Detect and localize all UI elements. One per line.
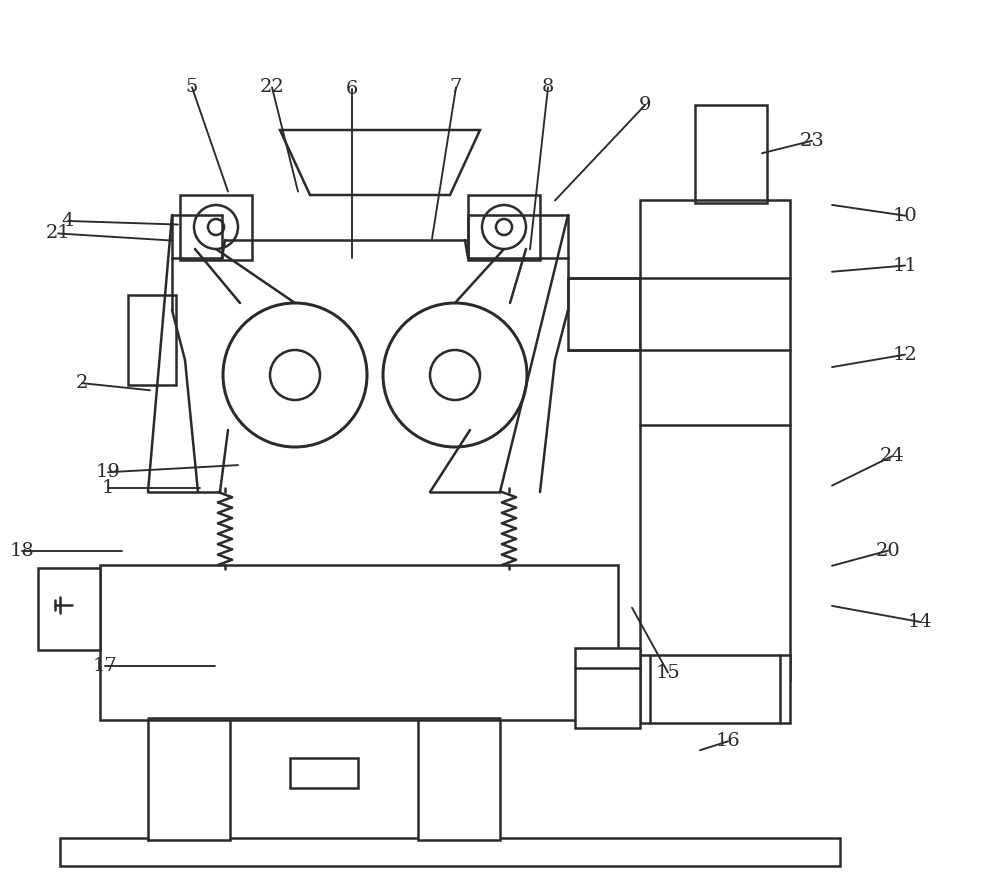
Bar	[418, 718, 500, 840]
Bar	[640, 655, 790, 723]
Polygon shape	[280, 130, 480, 195]
Text: 22: 22	[260, 78, 284, 96]
Text: 16: 16	[716, 732, 740, 750]
Text: 9: 9	[639, 96, 651, 114]
Text: 20: 20	[876, 542, 900, 560]
Bar	[695, 105, 767, 203]
Text: 8: 8	[542, 78, 554, 96]
Bar	[128, 295, 176, 385]
Text: 5: 5	[186, 78, 198, 96]
Text: 2: 2	[76, 374, 88, 392]
Bar	[60, 838, 840, 866]
Text: 10: 10	[893, 207, 917, 225]
Bar	[568, 278, 640, 350]
Bar	[100, 565, 618, 720]
Text: 12: 12	[893, 346, 917, 364]
Bar	[468, 195, 540, 260]
Text: 23: 23	[800, 132, 824, 150]
Text: 14: 14	[908, 613, 932, 631]
Text: 24: 24	[880, 447, 904, 465]
Text: 21: 21	[46, 225, 70, 242]
Text: 19: 19	[96, 463, 120, 481]
Text: 15: 15	[656, 664, 680, 682]
Bar	[290, 758, 358, 788]
Bar	[640, 200, 790, 680]
Text: 4: 4	[62, 212, 74, 230]
Text: 7: 7	[450, 78, 462, 96]
Bar	[38, 568, 100, 650]
Text: 11: 11	[893, 257, 917, 274]
Text: 17: 17	[93, 658, 117, 675]
Bar	[180, 195, 252, 260]
Text: 1: 1	[102, 479, 114, 497]
Text: 6: 6	[346, 80, 358, 98]
Text: 18: 18	[10, 542, 34, 560]
Bar	[575, 648, 640, 728]
Bar	[148, 718, 230, 840]
